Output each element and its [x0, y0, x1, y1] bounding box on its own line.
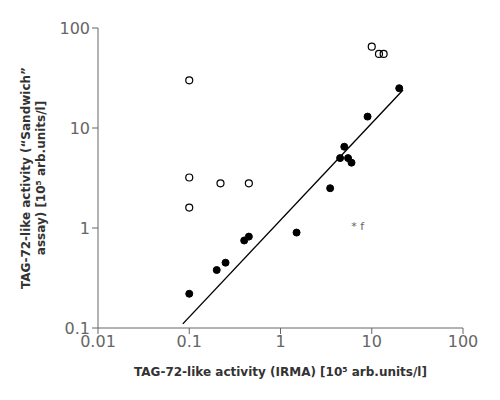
svg-text:TAG-72-like activity (“Sandwic: TAG-72-like activity (“Sandwich”assay) […: [19, 67, 48, 289]
svg-text:10: 10: [362, 332, 382, 351]
svg-text:0.01: 0.01: [80, 332, 116, 352]
svg-text:1: 1: [80, 219, 90, 238]
svg-text:0.1: 0.1: [177, 332, 202, 351]
svg-text:1: 1: [275, 332, 285, 351]
svg-text:10: 10: [70, 119, 90, 138]
svg-text:0.1: 0.1: [65, 319, 90, 338]
svg-text:100: 100: [59, 19, 90, 38]
svg-text:100: 100: [448, 332, 479, 351]
svg-text:* f: * f: [351, 220, 365, 233]
svg-text:TAG-72-like activity (IRMA) [1: TAG-72-like activity (IRMA) [10⁵ arb.uni…: [134, 365, 427, 379]
